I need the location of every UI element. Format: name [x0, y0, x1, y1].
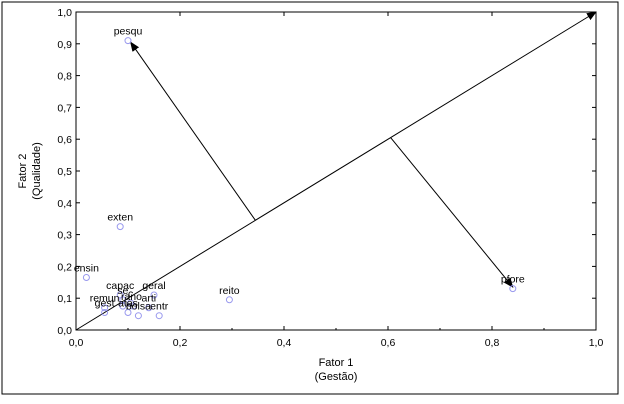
y-tick-label: 0,1 — [57, 293, 72, 305]
data-point-label: pfore — [501, 274, 525, 286]
data-point — [101, 304, 109, 312]
outer-frame — [1, 1, 619, 395]
x-axis-subtitle: (Gestão) — [315, 371, 358, 383]
data-point — [124, 37, 132, 45]
data-point — [124, 309, 132, 317]
y-axis-subtitle: (Qualidade) — [31, 142, 43, 199]
data-point — [119, 302, 127, 310]
data-point-label: arti — [142, 293, 157, 305]
x-tick-label: 0,6 — [381, 337, 396, 349]
data-point-label: r — [121, 291, 125, 303]
y-tick-label: 0,6 — [57, 134, 72, 146]
data-point — [129, 302, 137, 310]
y-tick-label: 0,4 — [57, 198, 72, 210]
data-point-label: ensin — [74, 263, 99, 275]
data-point — [82, 274, 90, 282]
data-point-label: gest — [95, 298, 115, 310]
y-tick-label: 0,3 — [57, 230, 72, 242]
y-tick-label: 1,0 — [57, 7, 72, 19]
y-tick-label: 0,8 — [57, 71, 72, 83]
y-tick-label: 0,2 — [57, 261, 72, 273]
data-point — [150, 291, 158, 299]
data-point — [225, 296, 233, 304]
data-point-label: capac — [106, 280, 134, 292]
y-tick-label: 0,5 — [57, 166, 72, 178]
data-point-label: ano — [124, 291, 142, 303]
data-point — [134, 312, 142, 320]
x-tick-label: 0,8 — [485, 337, 500, 349]
x-axis-title: Fator 1 — [319, 357, 354, 369]
data-point-label: bolsa — [126, 301, 151, 313]
y-tick-label: 0,9 — [57, 39, 72, 51]
data-point-label: reito — [219, 285, 240, 297]
data-point-label: remun — [90, 293, 120, 305]
x-tick-label: 0,0 — [69, 337, 84, 349]
data-point-label: c — [128, 288, 133, 300]
data-point — [509, 285, 517, 293]
x-tick-label: 1,0 — [589, 337, 604, 349]
data-point-label: atas — [118, 298, 138, 310]
data-point-label: se­ — [117, 285, 128, 297]
data-point-label: pesqu — [114, 26, 143, 38]
data-point — [101, 309, 109, 317]
data-point — [155, 312, 163, 320]
x-tick-label: 0,4 — [277, 337, 292, 349]
data-point-label: entr — [150, 301, 169, 313]
vector-line-diagonal — [75, 11, 597, 331]
y-tick-label: 0,7 — [57, 102, 72, 114]
data-point — [116, 223, 124, 231]
data-point-label: geral — [142, 280, 165, 292]
vector-line-to-pfore — [390, 137, 514, 288]
y-axis-title: Fator 2 — [17, 154, 29, 189]
x-tick-label: 0,2 — [173, 337, 188, 349]
data-point-label: exten — [107, 212, 133, 224]
data-point — [145, 304, 153, 312]
y-tick-label: 0,0 — [57, 325, 72, 337]
vector-line-to-pesqu — [130, 41, 256, 221]
